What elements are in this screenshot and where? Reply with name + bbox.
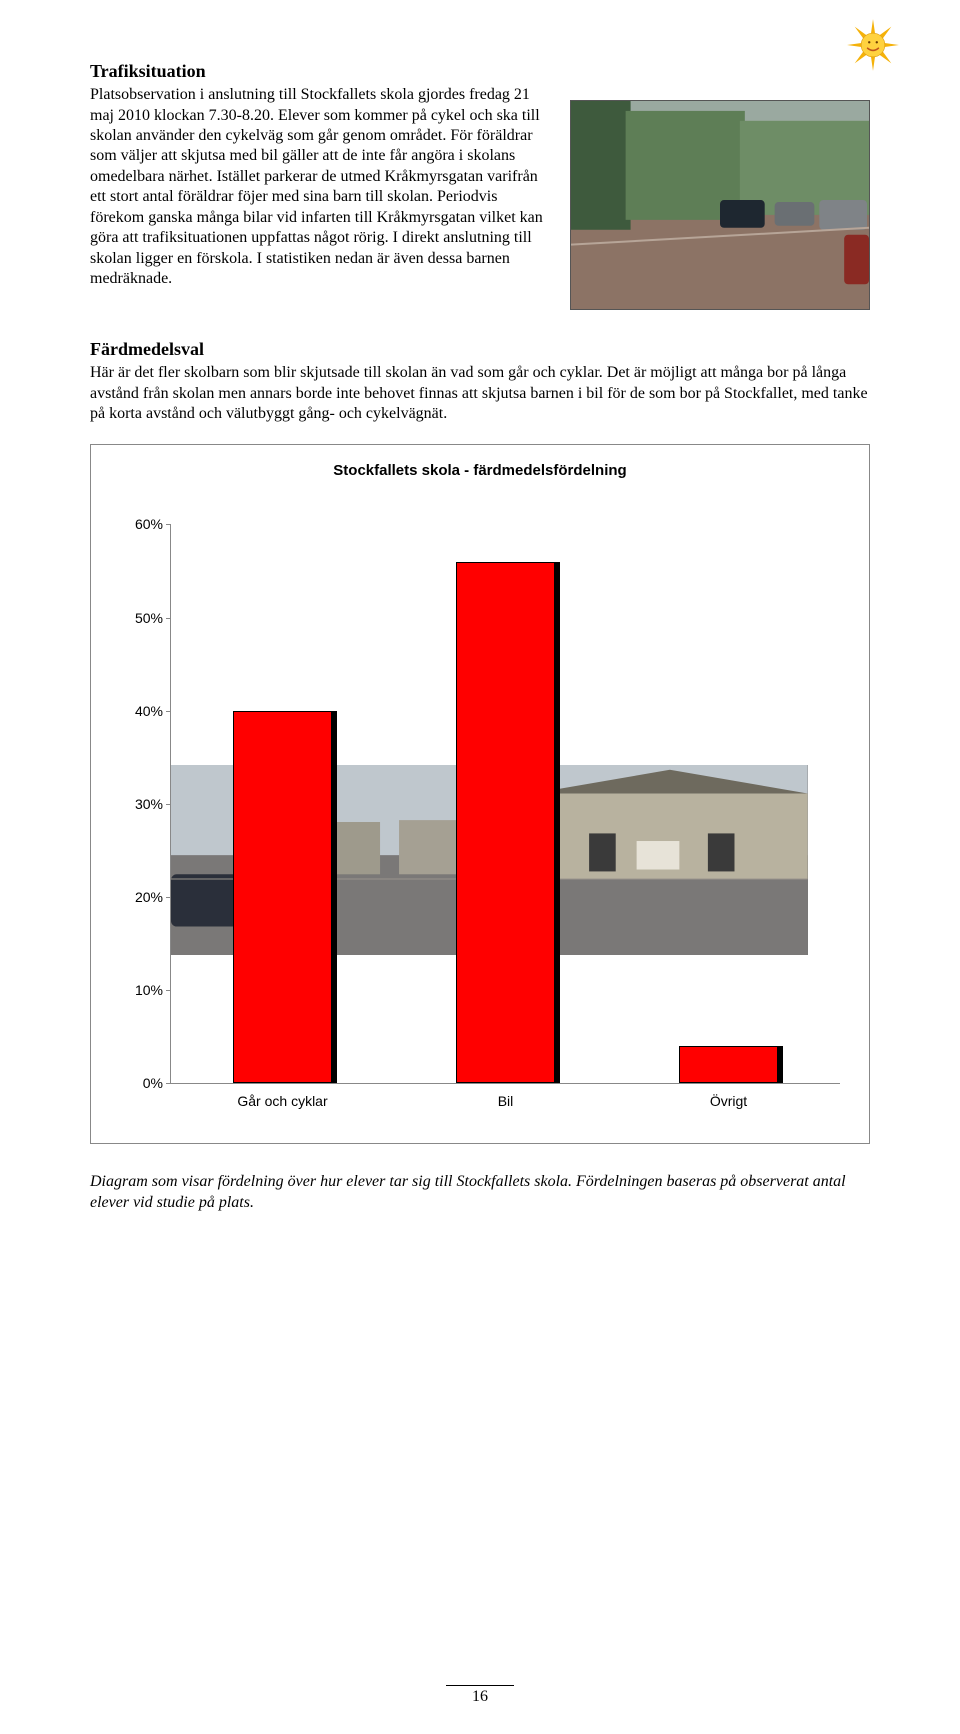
section-trafiksituation: Trafiksituation Platsobservation i anslu… <box>90 60 870 310</box>
x-label: Går och cyklar <box>237 1093 327 1109</box>
x-label: Bil <box>498 1093 514 1109</box>
y-tick-mark <box>166 897 171 898</box>
y-tick-label: 10% <box>135 982 163 998</box>
chart-title: Stockfallets skola - färdmedelsfördelnin… <box>90 462 870 479</box>
y-tick-mark <box>166 524 171 525</box>
bar <box>456 562 554 1084</box>
heading-trafiksituation: Trafiksituation <box>90 60 552 83</box>
y-tick-label: 0% <box>143 1075 163 1091</box>
y-tick-mark <box>166 618 171 619</box>
y-tick-mark <box>166 711 171 712</box>
y-tick-mark <box>166 990 171 991</box>
page-number: 16 <box>0 1685 960 1706</box>
y-tick-label: 50% <box>135 610 163 626</box>
section-fardmedelsval: Färdmedelsval Här är det fler skolbarn s… <box>90 338 870 424</box>
bar <box>233 711 331 1084</box>
section-text: Trafiksituation Platsobservation i anslu… <box>90 60 552 310</box>
sun-icon <box>846 18 900 72</box>
body-trafiksituation: Platsobservation i anslutning till Stock… <box>90 86 543 287</box>
photo-parking <box>570 100 870 310</box>
chart-caption: Diagram som visar fördelning över hur el… <box>90 1172 870 1213</box>
chart-plot-area: 0%10%20%30%40%50%60%Går och cyklarBilÖvr… <box>170 524 840 1084</box>
heading-fardmedelsval: Färdmedelsval <box>90 338 870 361</box>
y-tick-label: 40% <box>135 703 163 719</box>
x-label: Övrigt <box>710 1093 747 1109</box>
page-number-value: 16 <box>446 1685 514 1706</box>
y-tick-label: 60% <box>135 516 163 532</box>
y-tick-label: 30% <box>135 796 163 812</box>
y-tick-label: 20% <box>135 889 163 905</box>
bar <box>679 1046 777 1083</box>
y-tick-mark <box>166 1083 171 1084</box>
y-tick-mark <box>166 804 171 805</box>
chart-fardmedelsfordelning: Stockfallets skola - färdmedelsfördelnin… <box>90 444 870 1144</box>
body-fardmedelsval: Här är det fler skolbarn som blir skjuts… <box>90 364 868 422</box>
